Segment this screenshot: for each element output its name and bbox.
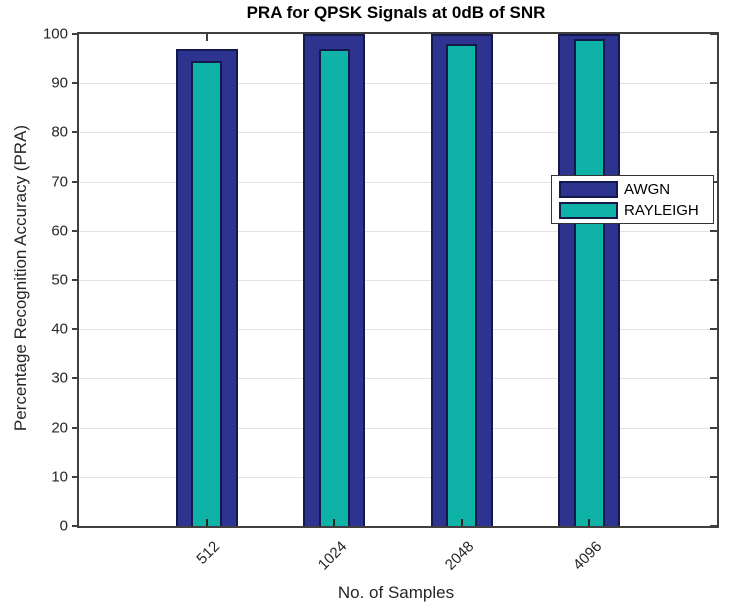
- y-tick-left-100: [72, 33, 79, 35]
- x-axis-label: No. of Samples: [337, 583, 455, 602]
- legend-swatch-awgn: [559, 180, 618, 198]
- chart-title: PRA for QPSK Signals at 0dB of SNR: [246, 3, 546, 22]
- y-tick-right-80: [710, 131, 717, 134]
- legend-label-awgn: AWGN: [624, 180, 671, 198]
- y-tick-right-10: [710, 475, 717, 478]
- y-tick-left-10: [72, 475, 79, 478]
- bar-rayleigh-2048: [446, 43, 478, 526]
- legend-swatch-rayleigh: [559, 201, 618, 219]
- x-tick-label-512: 512: [192, 538, 223, 568]
- y-tick-left-90: [72, 82, 79, 85]
- y-tick-left-60: [72, 229, 79, 232]
- y-tick-right-50: [710, 279, 717, 281]
- gridline-y10: [79, 476, 717, 478]
- legend: AWGN RAYLEIGH: [551, 175, 714, 224]
- x-tick-bottom-2048: [460, 519, 463, 526]
- gridline-y60: [79, 230, 717, 232]
- gridline-y40: [79, 329, 717, 331]
- y-tick-label-20: 20: [51, 419, 68, 437]
- y-tick-label-60: 60: [51, 222, 68, 240]
- y-tick-right-60: [710, 229, 717, 232]
- y-tick-label-40: 40: [51, 320, 68, 338]
- y-tick-label-10: 10: [51, 468, 68, 486]
- x-tick-bottom-4096: [588, 519, 591, 526]
- legend-item-awgn: AWGN: [552, 179, 713, 199]
- y-tick-left-0: [72, 525, 79, 527]
- x-tick-label-1024: 1024: [314, 538, 351, 574]
- y-tick-label-50: 50: [51, 271, 68, 289]
- legend-label-rayleigh: RAYLEIGH: [624, 201, 699, 219]
- bar-rayleigh-512: [191, 61, 223, 526]
- legend-item-rayleigh: RAYLEIGH: [552, 200, 713, 220]
- x-tick-bottom-1024: [333, 519, 336, 526]
- y-tick-right-30: [710, 377, 717, 380]
- y-tick-right-20: [710, 426, 717, 429]
- gridline-y20: [79, 427, 717, 429]
- gridline-y50: [79, 280, 717, 281]
- x-tick-label-4096: 4096: [569, 538, 606, 574]
- gridline-y30: [79, 378, 717, 380]
- y-tick-label-0: 0: [59, 517, 68, 535]
- y-tick-right-90: [710, 82, 717, 85]
- y-tick-label-70: 70: [51, 173, 68, 191]
- y-tick-left-40: [72, 328, 79, 331]
- y-tick-left-70: [72, 180, 79, 183]
- y-tick-label-30: 30: [51, 369, 68, 387]
- y-tick-label-90: 90: [51, 74, 68, 92]
- y-tick-left-20: [72, 426, 79, 429]
- y-tick-left-80: [72, 131, 79, 134]
- x-tick-label-2048: 2048: [442, 538, 478, 574]
- y-tick-label-100: 100: [42, 25, 68, 43]
- y-tick-right-0: [710, 525, 717, 527]
- gridline-y80: [79, 132, 717, 134]
- y-tick-left-30: [72, 377, 79, 380]
- y-axis-label: Percentage Recognition Accuracy (PRA): [11, 124, 30, 432]
- y-tick-right-100: [710, 33, 717, 35]
- plot-area: [77, 32, 719, 528]
- y-tick-left-50: [72, 279, 79, 281]
- bar-rayleigh-1024: [318, 48, 350, 526]
- bar-rayleigh-4096: [573, 38, 605, 526]
- gridline-y90: [79, 83, 717, 85]
- y-tick-label-80: 80: [51, 123, 68, 141]
- y-tick-right-40: [710, 328, 717, 331]
- gridline-y70: [79, 181, 717, 183]
- x-tick-bottom-512: [205, 519, 208, 526]
- x-tick-top-512: [205, 34, 208, 41]
